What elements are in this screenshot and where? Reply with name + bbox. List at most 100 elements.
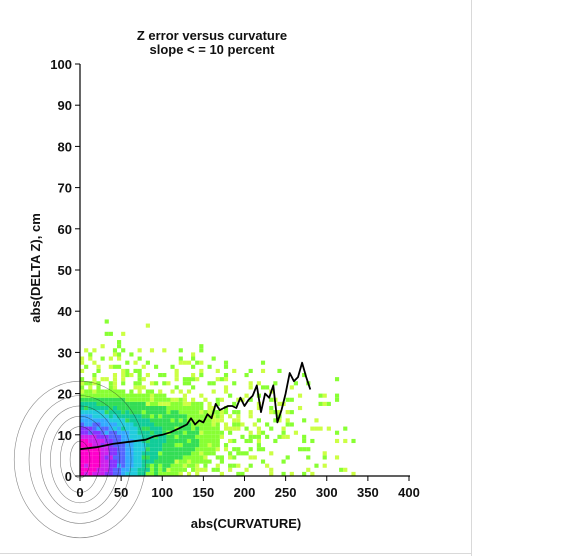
heatmap-cell-361 [137, 434, 142, 439]
heatmap-cell-161 [104, 430, 109, 435]
heatmap-cell-745 [211, 467, 216, 472]
heatmap-cell-823 [236, 447, 241, 452]
heatmap-cell-156 [104, 451, 109, 456]
heatmap-cell-652 [191, 447, 196, 452]
heatmap-cell-935 [318, 401, 323, 406]
heatmap-cell-1 [80, 467, 85, 472]
heatmap-cell-553 [170, 405, 175, 411]
heatmap-cell-753 [211, 422, 216, 427]
heatmap-cell-886 [273, 418, 278, 423]
heatmap-cell-239 [117, 430, 122, 435]
heatmap-cell-560 [174, 463, 179, 468]
heatmap-cell-96 [92, 389, 97, 394]
heatmap-cell-915 [297, 447, 303, 452]
heatmap-cell-669 [191, 356, 196, 361]
heatmap-cell-608 [182, 451, 187, 456]
heatmap-cell-697 [199, 438, 204, 444]
heatmap-cell-127 [100, 471, 105, 476]
heatmap-cell-86 [92, 430, 97, 435]
heatmap-cell-309 [129, 455, 134, 460]
heatmap-cell-387 [141, 443, 146, 448]
heatmap-cell-47 [84, 389, 89, 394]
heatmap-cell-377 [137, 368, 142, 373]
heatmap-cell-853 [252, 455, 257, 460]
heatmap-cell-655 [191, 434, 196, 439]
heatmap-cell-335 [133, 443, 138, 448]
heatmap-cell-154 [104, 459, 109, 464]
heatmap-cell-919 [302, 447, 307, 452]
heatmap-cell-831 [240, 451, 245, 456]
heatmap-cell-246 [117, 401, 122, 406]
heatmap-cell-107 [96, 451, 101, 456]
heatmap-cell-709 [199, 368, 204, 373]
heatmap-cell-902 [285, 455, 290, 460]
heatmap-cell-163 [104, 422, 109, 427]
heatmap-cell-675 [195, 455, 200, 460]
heatmap-cell-417 [145, 414, 150, 419]
heatmap-cell-811 [232, 447, 237, 452]
heatmap-cell-490 [158, 397, 163, 402]
heatmap-cell-855 [252, 422, 257, 427]
heatmap-cell-701 [199, 422, 204, 427]
heatmap-cell-0 [80, 471, 85, 476]
heatmap-cell-29 [84, 463, 89, 468]
heatmap-cell-100 [92, 360, 97, 365]
heatmap-cell-603 [178, 348, 183, 353]
heatmap-cell-498 [162, 455, 167, 460]
heatmap-cell-149 [100, 356, 105, 361]
heatmap-cell-538 [170, 467, 175, 472]
heatmap-cell-678 [195, 443, 200, 448]
x-tick-label-8: 400 [398, 485, 420, 500]
heatmap-cell-286 [125, 455, 130, 460]
heatmap-cell-160 [104, 434, 109, 439]
heatmap-cell-183 [108, 438, 113, 444]
heatmap-cell-809 [232, 463, 237, 468]
heatmap-cell-946 [334, 430, 340, 435]
heatmap-cell-878 [269, 467, 274, 472]
heatmap-cell-179 [108, 455, 113, 460]
heatmap-cell-954 [351, 471, 356, 476]
heatmap-cell-820 [236, 471, 241, 476]
heatmap-cell-405 [145, 463, 150, 468]
heatmap-cell-285 [125, 459, 130, 464]
heatmap-cell-486 [158, 414, 163, 419]
heatmap-cell-615 [182, 422, 187, 427]
heatmap-cell-389 [141, 434, 146, 439]
heatmap-cell-352 [137, 471, 142, 476]
heatmap-cell-153 [104, 463, 109, 468]
heatmap-cell-616 [182, 418, 187, 423]
heatmap-cell-307 [129, 463, 134, 468]
heatmap-cell-166 [104, 410, 109, 415]
heatmap-cell-770 [215, 422, 220, 427]
heatmap-cell-40 [84, 418, 89, 423]
heatmap-cell-185 [108, 430, 113, 435]
heatmap-cell-545 [170, 438, 175, 444]
heatmap-cell-374 [137, 381, 142, 386]
heatmap-cell-311 [129, 447, 134, 452]
y-tick-label-10: 100 [50, 57, 72, 72]
heatmap-cell-540 [170, 459, 175, 464]
heatmap-cell-663 [191, 401, 196, 406]
heatmap-cell-556 [170, 389, 175, 394]
heatmap-cell-69 [88, 397, 93, 402]
heatmap-cell-292 [125, 430, 130, 435]
heatmap-cell-293 [125, 426, 130, 431]
heatmap-cell-776 [215, 377, 220, 382]
heatmap-cell-488 [158, 405, 163, 411]
heatmap-cell-186 [108, 426, 113, 431]
heatmap-cell-169 [104, 397, 109, 402]
heatmap-cell-105 [96, 459, 101, 464]
heatmap-cell-881 [269, 410, 274, 415]
heatmap-cell-89 [92, 418, 97, 423]
heatmap-cell-595 [178, 414, 183, 419]
heatmap-cell-42 [84, 410, 89, 415]
heatmap-cell-454 [154, 455, 159, 460]
heatmap-cell-404 [145, 467, 150, 472]
heatmap-cell-541 [170, 455, 175, 460]
heatmap-cell-339 [133, 426, 138, 431]
heatmap-cell-751 [211, 430, 216, 435]
heatmap-cell-382 [141, 463, 146, 468]
heatmap-cell-931 [314, 463, 319, 468]
heatmap-cell-253 [117, 344, 122, 349]
heatmap-cell-777 [215, 368, 220, 373]
